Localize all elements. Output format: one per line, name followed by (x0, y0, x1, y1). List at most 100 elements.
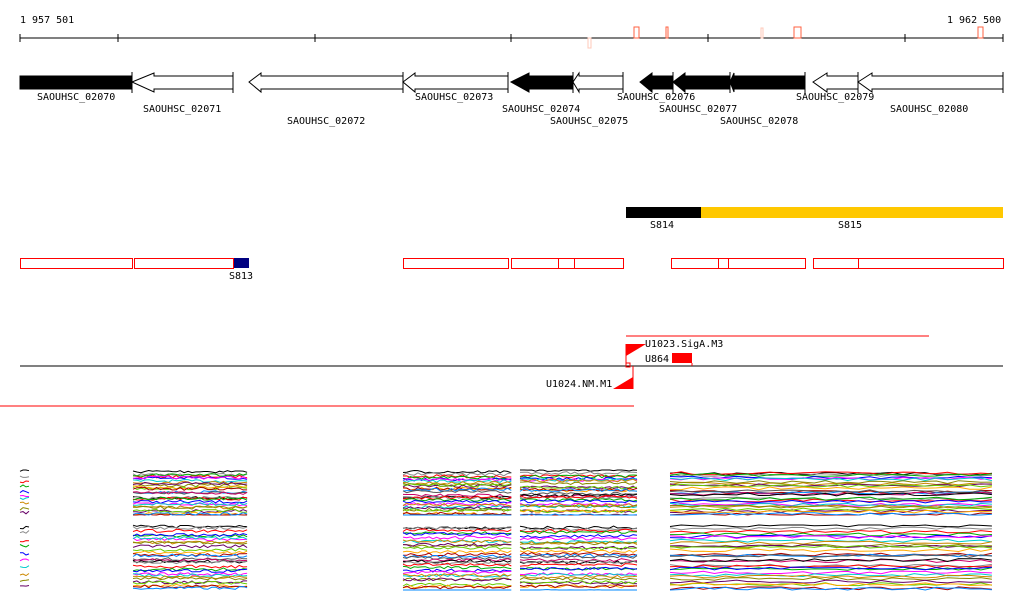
segment-label-s814: S814 (650, 220, 674, 231)
gene-arrow[interactable] (857, 72, 1004, 93)
segment-s814[interactable] (626, 207, 701, 218)
expression-trace (132, 572, 248, 577)
site-marker[interactable] (587, 37, 592, 49)
gene-saouhsc_02078[interactable]: SAOUHSC_02078 (720, 72, 806, 127)
operon-box[interactable] (671, 258, 719, 269)
gene-arrow[interactable] (248, 72, 404, 94)
expression-trace (132, 475, 248, 480)
gene-arrow[interactable] (729, 72, 806, 93)
expression-trace (669, 509, 992, 514)
expression-trace (132, 473, 248, 477)
gene-arrow[interactable] (19, 75, 133, 90)
expression-trace (402, 561, 512, 565)
segment-s813[interactable] (233, 258, 249, 268)
expression-trace (669, 529, 992, 534)
expression-trace (402, 528, 512, 533)
expression-trace (669, 548, 992, 553)
expression-trace (402, 582, 512, 587)
expression-trace (669, 566, 992, 571)
expression-trace (132, 481, 248, 486)
operon-box[interactable] (728, 258, 806, 269)
expression-trace (402, 475, 512, 480)
gene-saouhsc_02073[interactable]: SAOUHSC_02073 (402, 72, 509, 103)
gene-saouhsc_02070[interactable]: SAOUHSC_02070 (19, 72, 133, 103)
expression-trace (519, 488, 638, 492)
operon-box[interactable] (813, 258, 859, 269)
operon-box[interactable] (858, 258, 1004, 269)
expression-trace (402, 546, 512, 550)
gene-arrow[interactable] (130, 72, 234, 93)
expression-trace (519, 549, 638, 554)
gene-arrow[interactable] (509, 72, 574, 93)
expression-trace (19, 573, 30, 577)
expression-trace (669, 471, 992, 476)
gene-arrow[interactable] (639, 72, 674, 94)
gene-saouhsc_02071[interactable]: SAOUHSC_02071 (130, 72, 234, 115)
expression-trace (402, 511, 512, 516)
expression-trace (19, 496, 30, 501)
expression-trace (132, 508, 248, 513)
operon-box[interactable] (403, 258, 509, 269)
expression-trace (132, 568, 248, 573)
site-marker[interactable] (633, 26, 640, 39)
gene-arrow[interactable] (672, 72, 731, 94)
gene-label: SAOUHSC_02076 (617, 92, 695, 103)
expression-trace (132, 535, 248, 541)
expression-trace (402, 552, 512, 557)
expression-trace (669, 502, 992, 507)
site-marker[interactable] (977, 26, 984, 39)
expression-trace (132, 573, 248, 578)
expression-trace (669, 540, 992, 545)
segment-s815[interactable] (701, 207, 1003, 218)
expression-trace (402, 577, 512, 582)
site-marker[interactable] (665, 26, 669, 39)
expression-trace (132, 469, 248, 474)
gene-label: SAOUHSC_02070 (37, 92, 115, 103)
gene-saouhsc_02075[interactable]: SAOUHSC_02075 (550, 71, 628, 127)
expression-trace (669, 532, 992, 537)
expression-trace (669, 574, 992, 579)
operon-box[interactable] (20, 258, 133, 269)
expression-trace (519, 493, 638, 498)
site-marker[interactable] (793, 26, 802, 39)
gene-saouhsc_02074[interactable]: SAOUHSC_02074 (502, 72, 580, 115)
expression-trace (669, 489, 992, 494)
expression-trace (669, 570, 992, 575)
operon-box[interactable] (718, 258, 729, 269)
operon-box[interactable] (134, 258, 234, 269)
expression-trace (402, 535, 512, 540)
expression-trace (132, 525, 248, 530)
gene-arrow[interactable] (812, 72, 859, 93)
gene-label: SAOUHSC_02073 (415, 92, 493, 103)
promoter-arrow-sigA-icon (626, 344, 646, 356)
expression-trace (669, 554, 992, 558)
expression-trace (19, 469, 30, 472)
expression-trace (19, 540, 30, 543)
feature-u864[interactable] (672, 353, 692, 363)
gene-saouhsc_02079[interactable]: SAOUHSC_02079 (796, 72, 874, 103)
operon-box[interactable] (574, 258, 624, 269)
gene-label: SAOUHSC_02074 (502, 104, 580, 115)
expression-trace (19, 484, 30, 488)
gene-arrow[interactable] (572, 71, 624, 94)
expression-trace (519, 563, 638, 567)
expression-trace (132, 499, 248, 504)
expression-trace (669, 558, 992, 563)
expression-trace (132, 478, 248, 484)
expression-trace (519, 504, 638, 509)
gene-arrow[interactable] (402, 72, 509, 94)
gene-saouhsc_02080[interactable]: SAOUHSC_02080 (857, 72, 1004, 115)
expression-trace (669, 586, 992, 591)
expression-trace (519, 477, 638, 482)
segment-label-s815: S815 (838, 220, 862, 231)
expression-trace (132, 560, 248, 565)
expression-trace (132, 550, 248, 555)
expression-trace (519, 527, 638, 532)
gene-label: SAOUHSC_02077 (659, 104, 737, 115)
expression-trace (669, 477, 993, 482)
operon-box[interactable] (511, 258, 559, 269)
site-marker[interactable] (760, 27, 764, 39)
operon-box[interactable] (558, 258, 575, 269)
gene-saouhsc_02072[interactable]: SAOUHSC_02072 (248, 72, 404, 127)
expression-trace (19, 552, 30, 556)
